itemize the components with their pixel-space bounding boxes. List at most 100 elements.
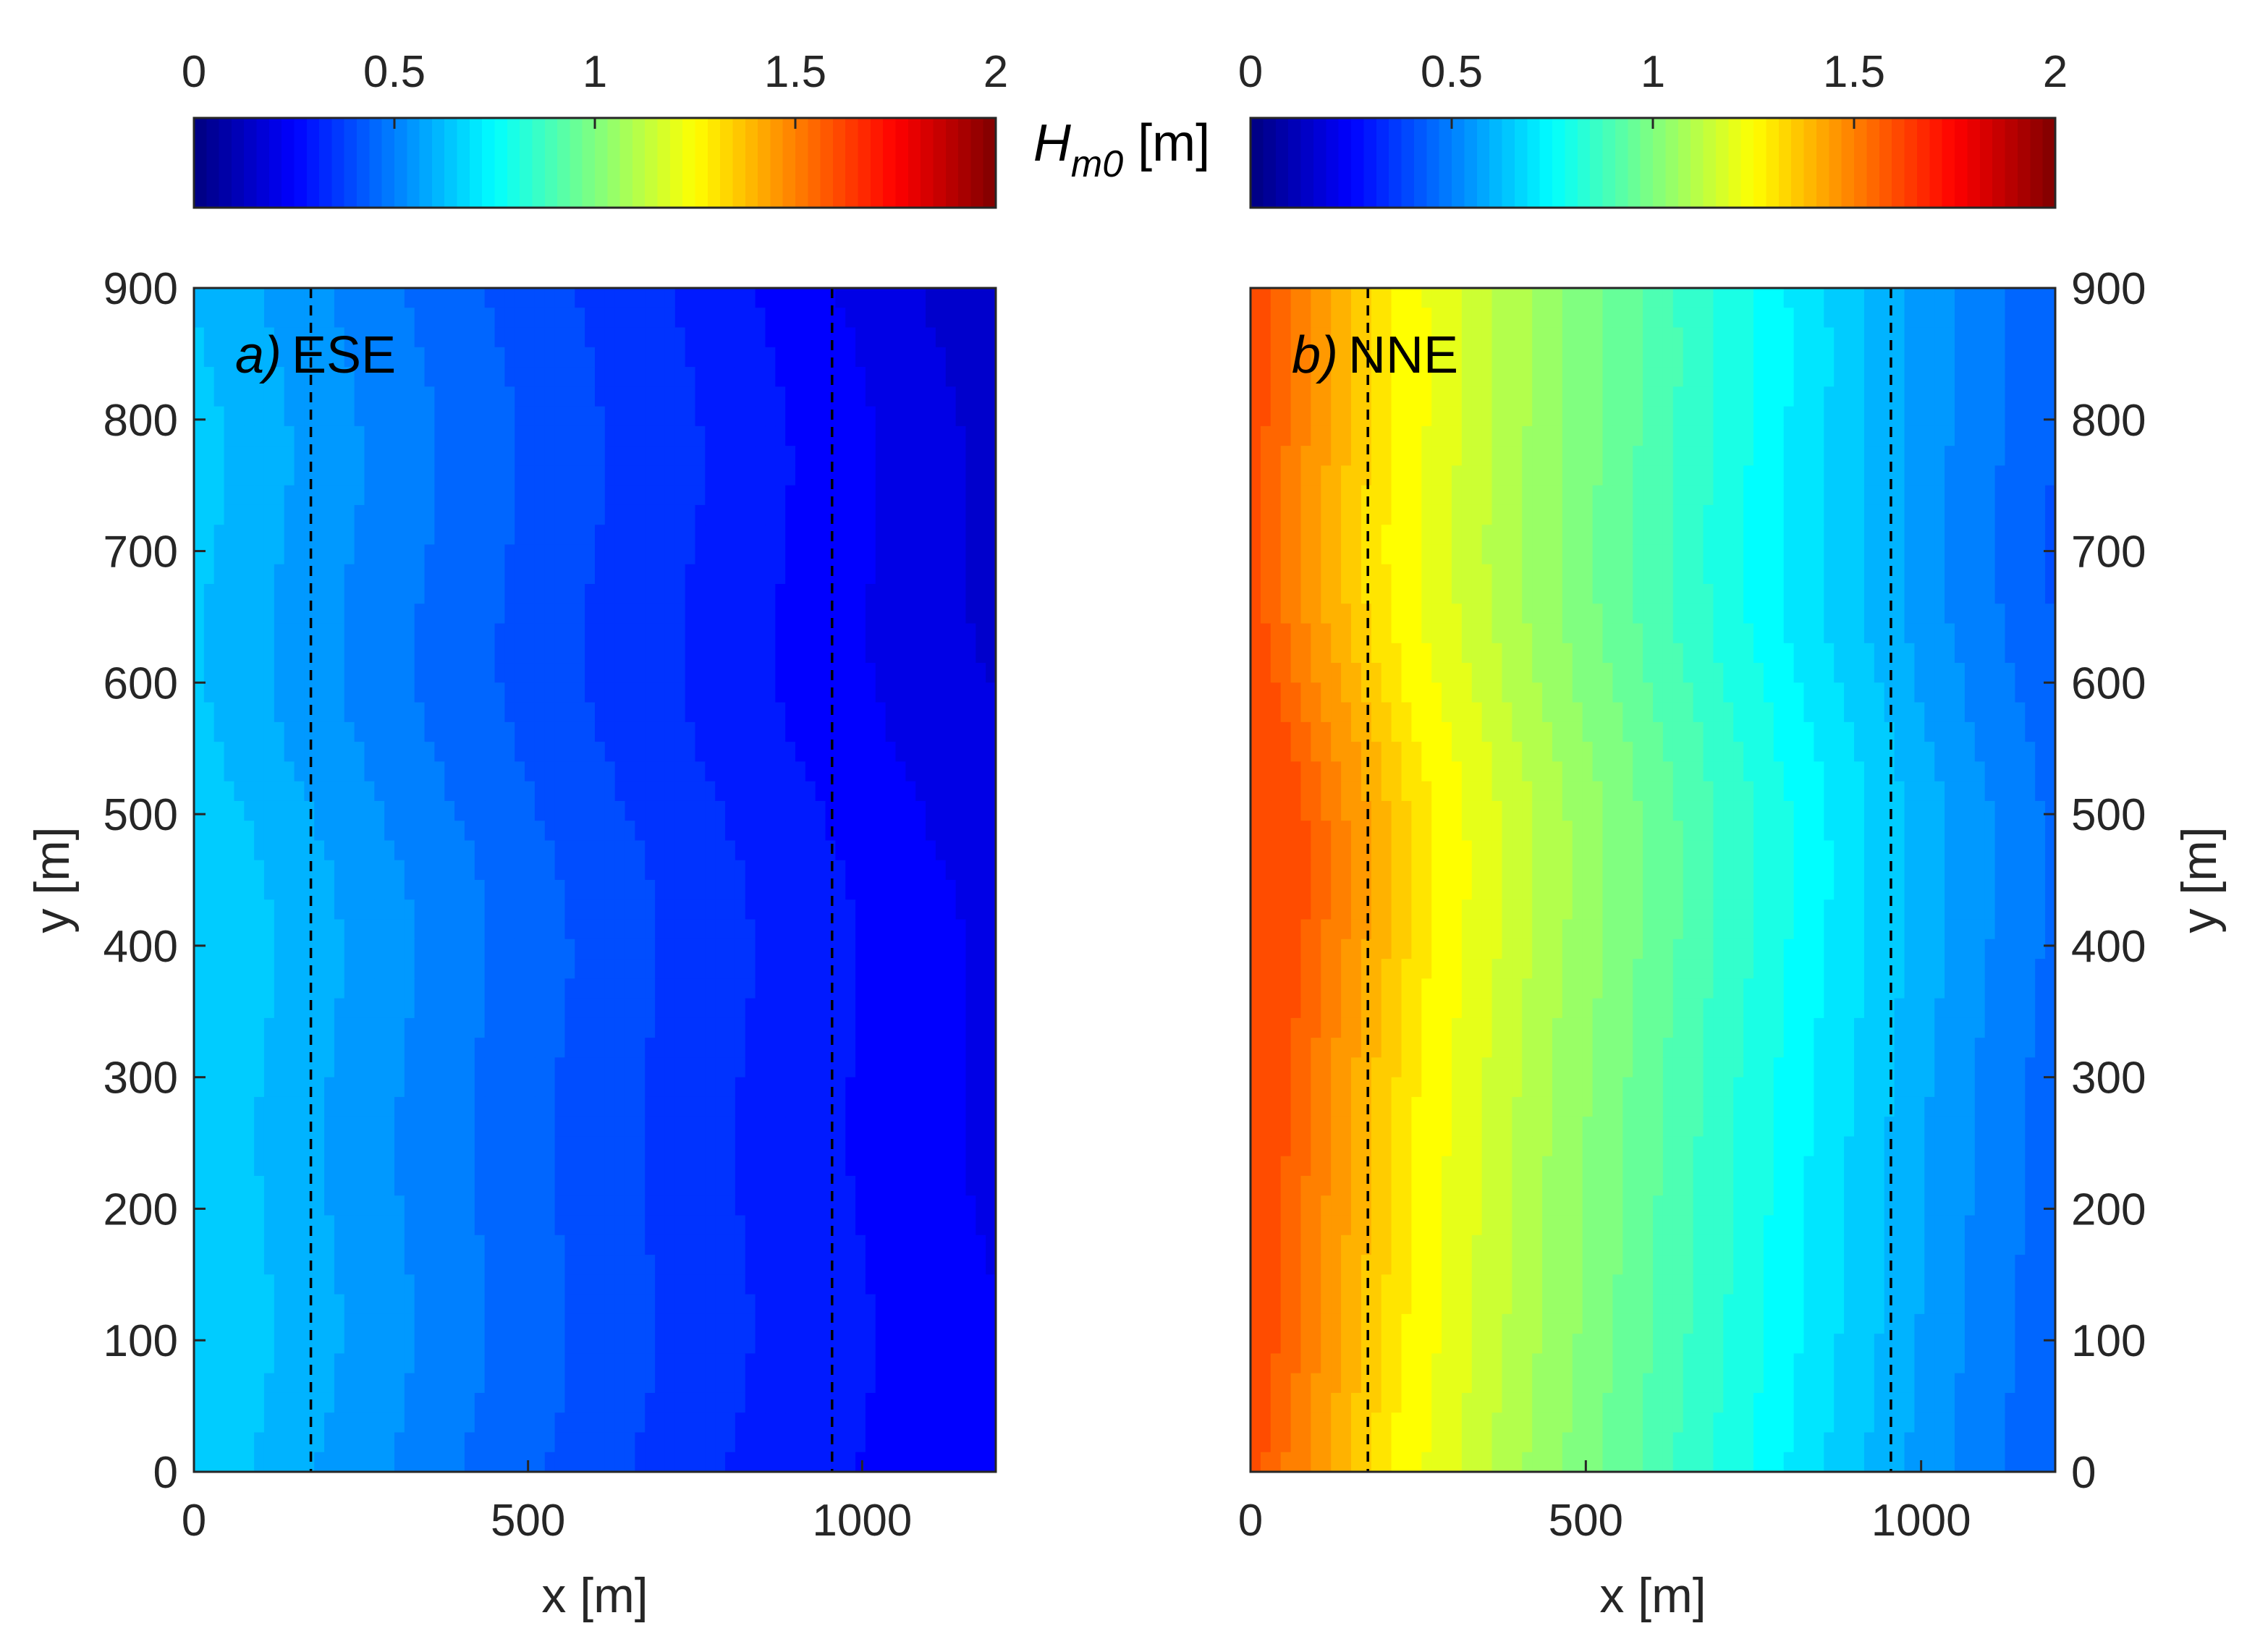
field-cell <box>845 1432 856 1453</box>
field-cell <box>865 939 876 960</box>
field-cell <box>855 978 866 999</box>
field-cell <box>705 465 716 486</box>
field-cell <box>595 1156 606 1177</box>
field-cell <box>384 998 395 1019</box>
field-cell <box>976 1176 986 1196</box>
field-cell <box>474 821 486 842</box>
field-cell <box>855 682 866 703</box>
field-cell <box>725 1077 736 1098</box>
field-cell <box>595 721 606 742</box>
field-cell <box>935 742 947 762</box>
field-cell <box>464 465 475 486</box>
field-cell <box>705 347 716 368</box>
field-cell <box>534 1038 546 1058</box>
field-cell <box>674 998 686 1019</box>
field-cell <box>635 978 646 999</box>
field-cell <box>364 682 375 703</box>
field-cell <box>544 781 556 802</box>
field-cell <box>304 623 315 644</box>
field-cell <box>314 425 325 446</box>
field-cell <box>945 919 957 940</box>
field-cell <box>1834 288 1845 308</box>
field-cell <box>384 1373 395 1394</box>
field-cell <box>915 1117 926 1138</box>
field-cell <box>915 584 926 604</box>
field-cell <box>234 998 245 1019</box>
field-cell <box>344 1096 355 1117</box>
field-cell <box>755 742 766 762</box>
field-cell <box>595 1234 606 1255</box>
field-cell <box>805 1038 816 1058</box>
field-cell <box>484 327 496 348</box>
field-cell <box>845 978 856 999</box>
field-cell <box>284 899 295 920</box>
field-cell <box>775 425 786 446</box>
field-cell <box>795 1176 806 1196</box>
field-cell <box>885 959 897 979</box>
field-cell <box>595 800 606 821</box>
field-cell <box>394 446 405 466</box>
field-cell <box>444 603 455 624</box>
field-cell <box>544 742 556 762</box>
field-cell <box>855 406 866 427</box>
field-cell <box>935 1353 947 1374</box>
field-cell <box>635 446 646 466</box>
field-cell <box>263 485 275 506</box>
field-cell <box>805 406 816 427</box>
field-cell <box>625 978 635 999</box>
field-cell <box>394 1234 405 1255</box>
field-cell <box>494 702 505 723</box>
field-cell <box>364 721 375 742</box>
field-cell <box>344 327 355 348</box>
field-cell <box>865 1234 876 1255</box>
field-cell <box>384 425 395 446</box>
field-cell <box>544 1294 556 1315</box>
field-cell <box>595 1057 606 1078</box>
field-cell <box>845 1077 856 1098</box>
field-cell <box>765 959 776 979</box>
field-cell <box>344 643 355 664</box>
field-cell <box>464 1432 475 1453</box>
field-cell <box>674 959 686 979</box>
field-cell <box>394 367 405 387</box>
field-cell <box>284 347 295 368</box>
field-cell <box>735 919 746 940</box>
field-cell <box>284 1117 295 1138</box>
field-cell <box>986 1234 997 1255</box>
field-cell <box>825 1156 836 1177</box>
field-cell <box>534 1373 546 1394</box>
field-cell <box>715 682 726 703</box>
field-cell <box>725 682 736 703</box>
field-cell <box>274 1096 285 1117</box>
field-cell <box>635 821 646 842</box>
field-cell <box>976 564 986 585</box>
field-cell <box>604 1077 616 1098</box>
field-cell <box>194 1412 205 1433</box>
field-cell <box>414 485 426 506</box>
field-cell <box>604 564 616 585</box>
field-cell <box>575 564 585 585</box>
field-cell <box>244 603 255 624</box>
field-cell <box>474 1156 486 1177</box>
field-cell <box>263 1176 275 1196</box>
field-cell <box>1321 308 1332 329</box>
field-cell <box>695 800 706 821</box>
field-cell <box>254 682 265 703</box>
field-cell <box>1713 308 1724 329</box>
field-cell <box>765 682 776 703</box>
field-cell <box>213 1452 225 1473</box>
field-cell <box>564 919 575 940</box>
field-cell <box>554 406 566 427</box>
field-cell <box>725 1313 736 1334</box>
field-cell <box>404 860 415 881</box>
field-cell <box>655 1334 666 1354</box>
field-cell <box>224 1334 234 1354</box>
field-cell <box>334 1096 345 1117</box>
field-cell <box>314 899 325 920</box>
field-cell <box>645 623 656 644</box>
field-cell <box>905 564 916 585</box>
field-cell <box>695 1077 706 1098</box>
field-cell <box>635 544 646 565</box>
field-cell <box>534 721 546 742</box>
field-cell <box>585 1452 596 1473</box>
